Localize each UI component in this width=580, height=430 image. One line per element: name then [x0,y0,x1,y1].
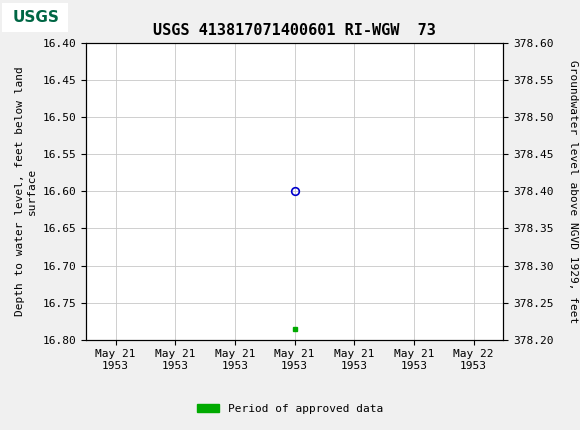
FancyBboxPatch shape [2,3,68,32]
Y-axis label: Groundwater level above NGVD 1929, feet: Groundwater level above NGVD 1929, feet [568,60,578,323]
Legend: Period of approved data: Period of approved data [193,399,387,418]
Text: USGS: USGS [13,10,59,25]
Title: USGS 413817071400601 RI-WGW  73: USGS 413817071400601 RI-WGW 73 [153,23,436,38]
Y-axis label: Depth to water level, feet below land
surface: Depth to water level, feet below land su… [15,67,37,316]
